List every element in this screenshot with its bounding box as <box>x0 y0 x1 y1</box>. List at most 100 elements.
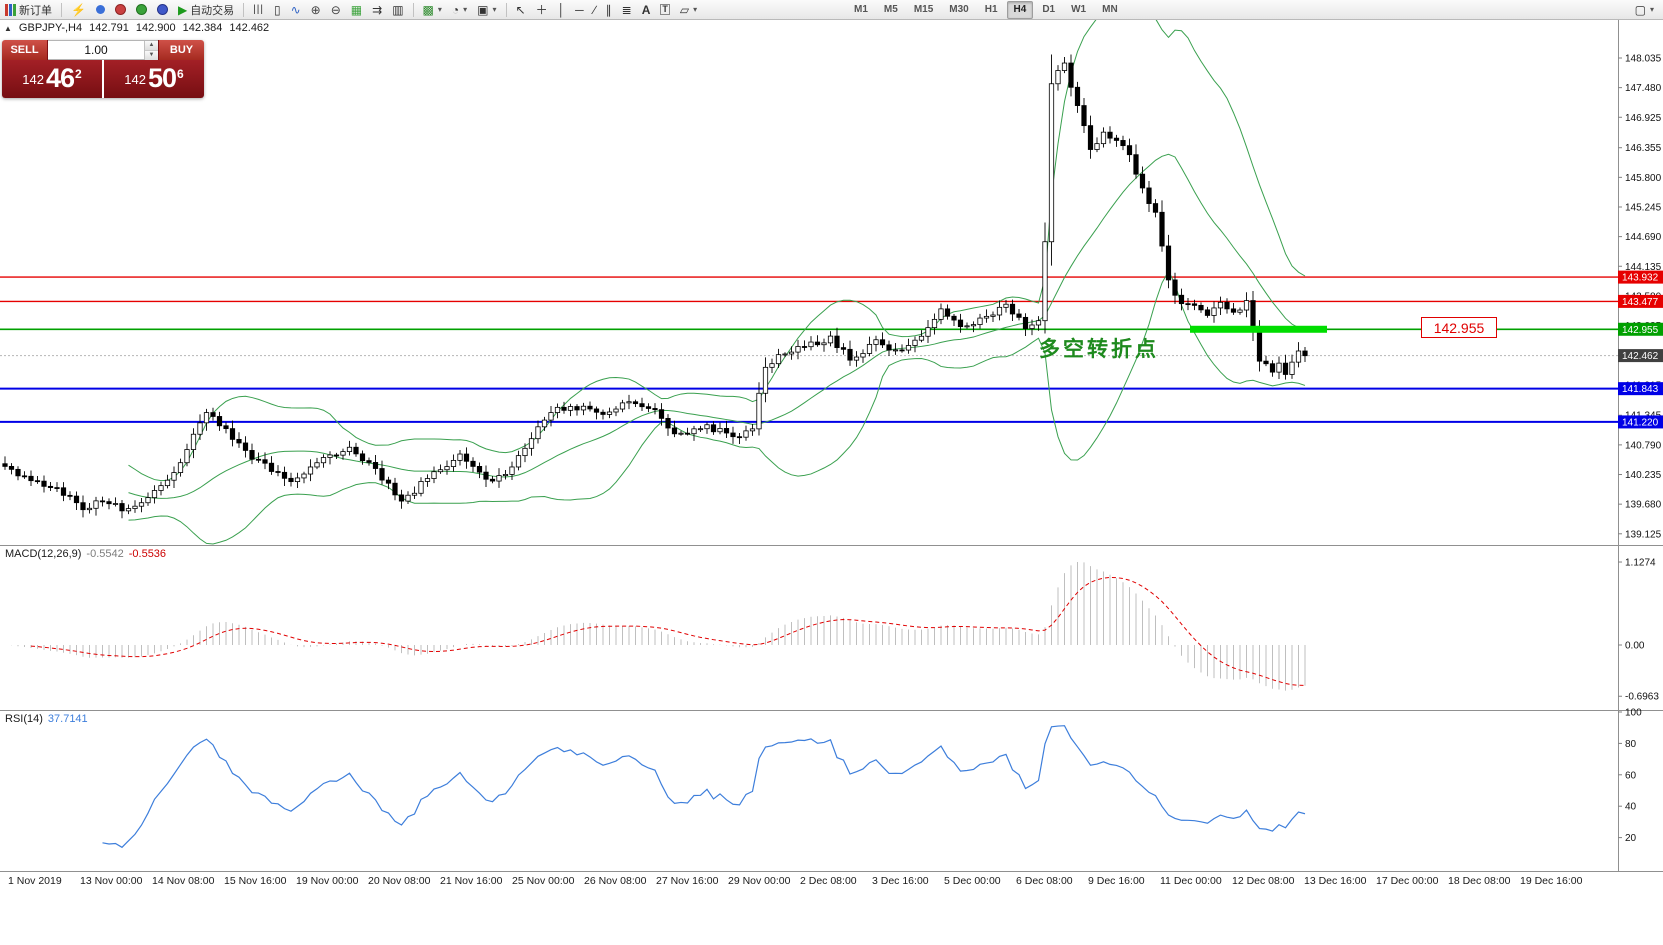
toolbar-separator <box>243 2 245 17</box>
autotrading-button[interactable]: ▶ 自动交易 <box>174 1 238 18</box>
svg-text:146.355: 146.355 <box>1625 143 1662 154</box>
svg-text:140.790: 140.790 <box>1625 440 1662 451</box>
chart-annotation-text[interactable]: 多空转折点 <box>1039 338 1159 361</box>
time-axis-label: 5 Dec 00:00 <box>944 875 1001 887</box>
profiles-button[interactable]: ◔ ▾ <box>448 1 471 18</box>
svg-text:0.00: 0.00 <box>1625 641 1645 652</box>
fibonacci-icon: ≣ <box>621 2 632 17</box>
price-callout-label[interactable]: 142.955 <box>1421 317 1497 338</box>
svg-text:-0.6963: -0.6963 <box>1625 692 1659 703</box>
horizontal-line-button[interactable]: ─ <box>571 1 588 18</box>
indicators-button[interactable]: ▢ ▾ <box>1631 1 1658 18</box>
timeframe-W1[interactable]: W1 <box>1071 4 1087 15</box>
candlesticks-icon: ▯ <box>273 2 281 17</box>
candles-layer <box>2 54 1308 519</box>
timeframe-H1[interactable]: H1 <box>984 4 998 15</box>
auto-scroll-icon: ⇉ <box>372 2 383 17</box>
auto-scroll-button[interactable]: ⇉ <box>368 1 386 18</box>
low-value: 142.384 <box>182 22 223 34</box>
cursor-button[interactable]: ↖ <box>512 1 530 18</box>
horizontal-lines-layer[interactable] <box>0 276 1618 423</box>
open-value: 142.791 <box>89 22 129 34</box>
crosshair-icon: ＋ <box>535 2 548 17</box>
zoom-in-icon: ⊕ <box>310 2 321 17</box>
timeframe-D1[interactable]: D1 <box>1042 4 1056 15</box>
bid-fraction: 2 <box>75 67 82 81</box>
autotrading-label: 自动交易 <box>190 4 235 17</box>
person-icon <box>95 5 105 14</box>
vertical-line-button[interactable]: │ <box>554 1 570 18</box>
news-button[interactable] <box>132 1 151 18</box>
svg-text:143.477: 143.477 <box>1622 297 1659 308</box>
time-axis[interactable]: 1 Nov 2019 13 Nov 00:00 14 Nov 08:00 15 Nov… <box>0 873 1663 891</box>
rsi-indicator-label: RSI(14) 37.7141 <box>5 713 88 725</box>
volume-field[interactable]: 1.00 ▲ ▼ <box>48 40 158 61</box>
ask-pips: 50 <box>147 63 177 93</box>
high-value: 142.900 <box>135 22 176 34</box>
timeframe-M5[interactable]: M5 <box>883 4 898 15</box>
ohlc-bars-button[interactable]: ||| <box>249 1 268 18</box>
clock-icon: ◔ <box>451 2 460 17</box>
line-chart-button[interactable]: ∿ <box>287 1 305 18</box>
fibonacci-button[interactable]: ≣ <box>618 1 636 18</box>
buy-button[interactable]: BUY <box>158 40 204 60</box>
volume-value[interactable]: 1.00 <box>84 43 108 57</box>
alert-circle-icon <box>114 4 126 15</box>
trendline-icon: ∕ <box>593 2 596 17</box>
svg-text:60: 60 <box>1625 770 1637 781</box>
time-axis-label: 27 Nov 16:00 <box>656 875 719 887</box>
volume-increase-button[interactable]: ▲ <box>145 41 158 51</box>
svg-text:146.925: 146.925 <box>1625 113 1662 124</box>
arrows-button[interactable]: ▱ ▾ <box>676 1 701 18</box>
candlesticks-button[interactable]: ▯ <box>270 1 285 18</box>
new-chart-button[interactable]: ▩ ▾ <box>419 1 446 18</box>
time-axis-label: 18 Dec 08:00 <box>1448 875 1511 887</box>
thick-trend-segment[interactable] <box>1190 325 1327 333</box>
quick-trade-button[interactable]: ⚡ <box>67 1 90 18</box>
timeframe-M15[interactable]: M15 <box>913 4 934 15</box>
text-label-button[interactable]: T <box>656 1 674 18</box>
collapse-panel-icon[interactable]: ▲ <box>4 23 12 33</box>
toolbar-separator <box>505 2 507 17</box>
sell-button[interactable]: SELL <box>2 40 48 60</box>
tile-windows-button[interactable]: ▦ <box>347 1 366 18</box>
new-order-label: 新订单 <box>19 4 52 17</box>
rsi-value: 37.7141 <box>47 713 88 725</box>
chart-shift-button[interactable]: ▥ <box>388 1 407 18</box>
time-axis-label: 17 Dec 00:00 <box>1376 875 1439 887</box>
trendline-button[interactable]: ∕ <box>590 1 600 18</box>
timeframe-M30[interactable]: M30 <box>949 4 969 15</box>
price-tag: 143.477 <box>1618 294 1663 308</box>
svg-text:144.690: 144.690 <box>1625 232 1662 243</box>
crosshair-button[interactable]: ＋ <box>532 1 552 18</box>
volume-stepper: ▲ ▼ <box>144 41 158 61</box>
macd-main-value: -0.5542 <box>86 548 124 560</box>
price-scale[interactable]: 148.035 147.480 146.925 146.355 145.800 145.2… <box>1618 54 1662 845</box>
ask-price-button[interactable]: 142 50 6 <box>104 60 204 98</box>
timeframe-MN[interactable]: MN <box>1102 4 1118 15</box>
timeframe-H4[interactable]: H4 <box>1006 1 1034 19</box>
zoom-out-button[interactable]: ⊖ <box>327 1 345 18</box>
timeframe-M1[interactable]: M1 <box>854 4 868 15</box>
channel-button[interactable]: ∥ <box>602 1 616 18</box>
templates-button[interactable]: ▣ ▾ <box>473 1 500 18</box>
bid-integer: 142 <box>22 72 44 87</box>
new-order-icon <box>5 3 16 16</box>
text-button[interactable]: A <box>638 1 655 18</box>
timeframe-group: M1 M5 M15 M30 H1 H4 D1 W1 MN <box>846 1 1126 19</box>
accounts-button[interactable] <box>92 1 109 18</box>
toolbar-separator <box>412 2 414 17</box>
alerts-button[interactable] <box>111 1 130 18</box>
svg-text:20: 20 <box>1625 833 1637 844</box>
bid-price-button[interactable]: 142 46 2 <box>2 60 102 98</box>
time-axis-label: 2 Dec 08:00 <box>800 875 857 887</box>
svg-text:141.843: 141.843 <box>1622 384 1659 395</box>
new-order-button[interactable]: 新订单 <box>1 1 56 18</box>
toolbar-right-group: ▢ ▾ <box>1630 1 1659 18</box>
chevron-down-icon: ▾ <box>1649 5 1654 14</box>
zoom-in-button[interactable]: ⊕ <box>307 1 325 18</box>
community-button[interactable] <box>153 1 172 18</box>
time-axis-label: 26 Nov 08:00 <box>584 875 647 887</box>
svg-text:139.125: 139.125 <box>1625 529 1662 540</box>
